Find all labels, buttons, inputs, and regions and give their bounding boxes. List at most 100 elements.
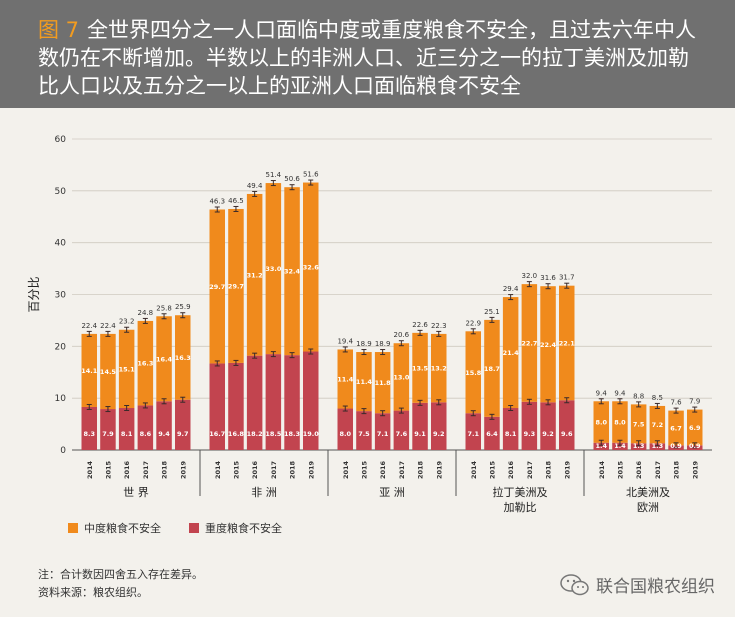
group-label: 拉丁美洲及 xyxy=(493,485,548,499)
x-tick-label: 2015 xyxy=(616,460,624,479)
bar-moderate xyxy=(137,320,154,406)
severe-label: 7.9 xyxy=(102,430,114,438)
group-label: 加勒比 xyxy=(504,501,537,514)
bar-severe xyxy=(465,413,481,450)
bar-severe xyxy=(374,413,391,450)
moderate-label: 31.2 xyxy=(247,271,263,279)
total-label: 22.4 xyxy=(81,322,97,330)
group-label: 欧洲 xyxy=(637,501,659,514)
total-label: 25.8 xyxy=(156,304,172,312)
bar-severe xyxy=(484,416,500,450)
bar-moderate xyxy=(100,333,116,410)
moderate-label: 32.6 xyxy=(303,264,320,272)
severe-label: 7.1 xyxy=(377,430,389,438)
total-label: 18.9 xyxy=(356,340,372,348)
total-label: 19.4 xyxy=(337,337,353,345)
y-tick-label: 40 xyxy=(55,239,67,249)
bar-severe xyxy=(356,411,372,450)
bar-severe xyxy=(118,408,135,450)
total-label: 51.4 xyxy=(266,171,282,179)
bar-severe xyxy=(100,409,116,450)
x-tick-label: 2018 xyxy=(289,460,297,479)
severe-label: 0.9 xyxy=(670,442,682,450)
x-tick-label: 2018 xyxy=(545,460,553,479)
moderate-label: 11.4 xyxy=(356,378,373,386)
bar-severe xyxy=(303,351,319,450)
total-label: 46.3 xyxy=(209,197,225,205)
bar-moderate xyxy=(630,404,647,444)
bar-moderate xyxy=(209,209,225,364)
legend-item-severe: 重度粮食不安全 xyxy=(189,520,282,536)
moderate-label: 8.0 xyxy=(614,419,626,427)
bar-severe xyxy=(630,443,647,450)
legend-label-severe: 重度粮食不安全 xyxy=(205,522,282,535)
bar-moderate xyxy=(284,187,300,356)
severe-label: 6.4 xyxy=(486,430,498,438)
chart-note: 注：合计数因四舍五入存在差异。 xyxy=(38,568,203,581)
moderate-label: 22.7 xyxy=(521,339,537,347)
y-tick-label: 50 xyxy=(55,187,67,197)
total-label: 25.1 xyxy=(484,308,500,316)
severe-label: 1.3 xyxy=(652,442,664,450)
bar-moderate xyxy=(118,329,135,409)
y-tick-label: 10 xyxy=(55,394,67,404)
bar-severe xyxy=(81,406,97,450)
group-label: 北美洲及 xyxy=(626,486,670,499)
figure-title-block: 图 7 全世界四分之一人口面临中度或重度粮食不安全，且过去六年中人数仍在不断增加。… xyxy=(38,16,708,100)
total-label: 9.4 xyxy=(596,389,608,397)
total-label: 29.4 xyxy=(503,285,519,293)
group-label: 亚 洲 xyxy=(379,486,405,499)
total-label: 51.6 xyxy=(303,171,319,179)
severe-label: 7.6 xyxy=(396,430,408,438)
x-tick-label: 2016 xyxy=(507,460,515,479)
severe-label: 8.6 xyxy=(140,430,152,438)
moderate-label: 14.5 xyxy=(100,368,117,376)
bar-severe xyxy=(175,399,191,450)
legend-label-moderate: 中度粮食不安全 xyxy=(84,522,161,535)
severe-label: 9.7 xyxy=(177,430,189,438)
moderate-label: 7.5 xyxy=(633,420,645,428)
legend-item-moderate: 中度粮食不安全 xyxy=(68,520,161,536)
total-label: 22.3 xyxy=(431,322,447,330)
moderate-label: 11.8 xyxy=(375,379,392,387)
moderate-label: 7.2 xyxy=(652,421,664,429)
bar-severe xyxy=(393,410,410,450)
total-label: 22.4 xyxy=(100,322,116,330)
severe-label: 9.6 xyxy=(561,430,573,438)
group-label: 世 界 xyxy=(123,486,149,499)
chart-legend: 中度粮食不安全 重度粮食不安全 xyxy=(68,520,310,536)
bar-moderate xyxy=(649,405,666,444)
x-tick-label: 2018 xyxy=(673,460,681,479)
bar-moderate xyxy=(559,285,575,401)
severe-label: 16.7 xyxy=(209,430,225,438)
severe-label: 9.1 xyxy=(414,430,426,438)
severe-label: 1.4 xyxy=(595,442,607,450)
x-tick-label: 2016 xyxy=(251,460,259,479)
legend-swatch-moderate xyxy=(68,523,78,533)
bar-moderate xyxy=(502,297,519,409)
severe-label: 7.1 xyxy=(467,430,479,438)
moderate-label: 29.7 xyxy=(228,282,244,290)
severe-label: 7.5 xyxy=(358,430,370,438)
bar-moderate xyxy=(156,316,172,402)
x-tick-label: 2015 xyxy=(360,460,368,479)
moderate-label: 13.0 xyxy=(393,373,410,381)
severe-label: 1.3 xyxy=(633,442,645,450)
bar-severe xyxy=(228,362,244,450)
moderate-label: 6.7 xyxy=(670,424,682,432)
fao-logo: 联合国粮农组织 xyxy=(560,572,715,597)
bar-moderate xyxy=(228,208,244,363)
moderate-label: 18.7 xyxy=(484,365,500,373)
bar-severe xyxy=(284,355,300,450)
moderate-label: 29.7 xyxy=(209,283,225,291)
bar-severe xyxy=(412,402,428,450)
total-label: 22.6 xyxy=(412,321,428,329)
total-label: 31.7 xyxy=(559,274,575,282)
moderate-label: 13.5 xyxy=(412,364,429,372)
x-tick-label: 2019 xyxy=(179,460,187,479)
y-tick-label: 60 xyxy=(55,135,67,145)
total-label: 23.2 xyxy=(119,318,135,326)
bar-moderate xyxy=(265,183,282,355)
severe-label: 8.1 xyxy=(121,430,133,438)
bar-moderate xyxy=(687,409,703,446)
